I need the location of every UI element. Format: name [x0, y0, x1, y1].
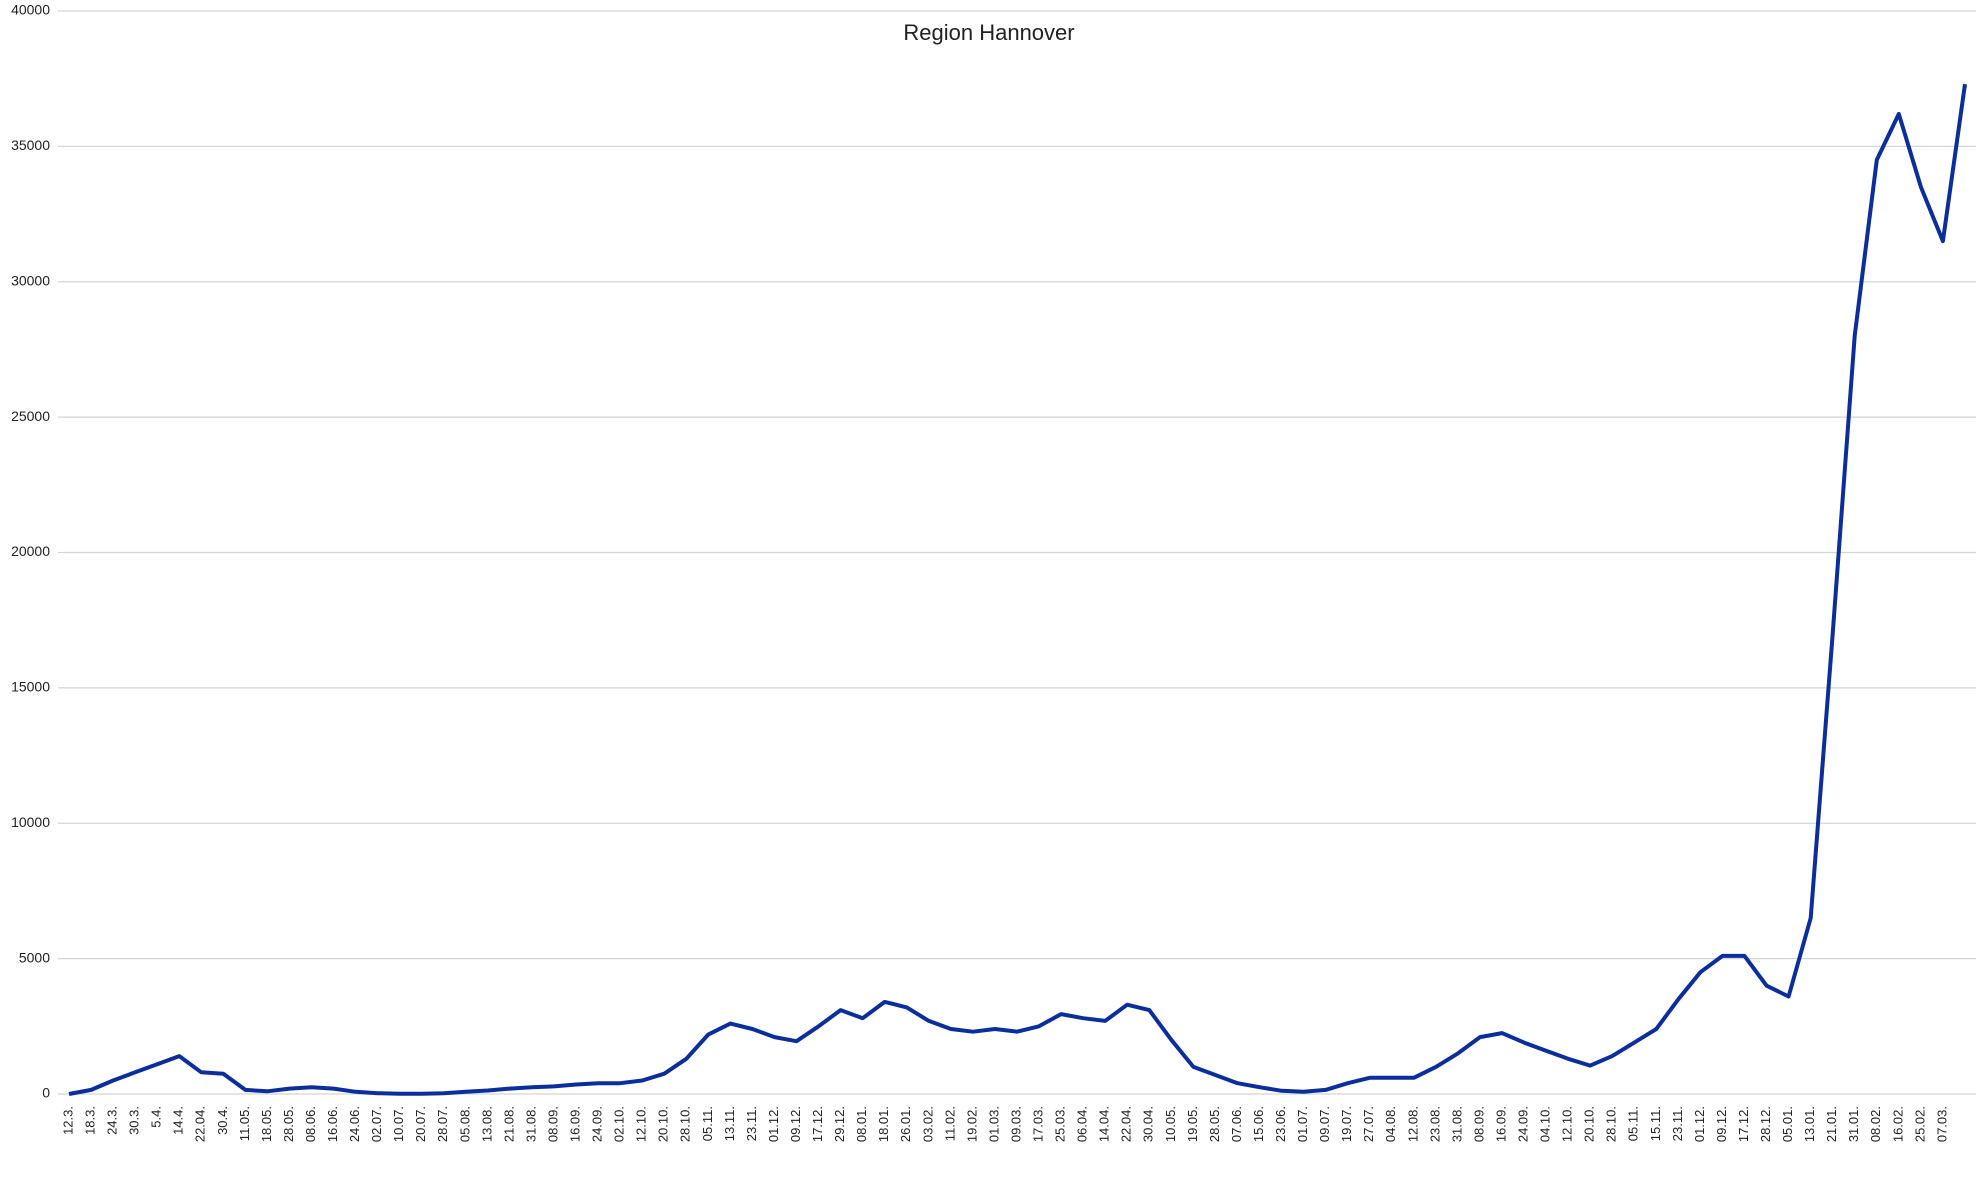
x-tick-label: 08.09. — [1471, 1106, 1486, 1142]
x-tick-label: 25.03. — [1053, 1106, 1068, 1142]
x-tick-label: 16.02. — [1890, 1106, 1905, 1142]
x-tick-label: 19.07. — [1339, 1106, 1354, 1142]
y-tick-label: 10000 — [11, 814, 50, 830]
y-tick-label: 15000 — [11, 679, 50, 695]
x-tick-label: 04.08. — [1383, 1106, 1398, 1142]
x-tick-label: 23.11. — [744, 1106, 759, 1141]
x-tick-label: 26.01. — [898, 1106, 913, 1142]
y-tick-label: 35000 — [11, 137, 50, 153]
x-tick-label: 29.12. — [832, 1106, 847, 1142]
x-tick-label: 12.3. — [60, 1106, 75, 1135]
x-tick-label: 24.06. — [347, 1106, 362, 1142]
chart-title: Region Hannover — [903, 20, 1074, 45]
x-tick-label: 18.05. — [259, 1106, 274, 1142]
x-tick-label: 01.07. — [1295, 1106, 1310, 1142]
x-tick-label: 30.04. — [1141, 1106, 1156, 1142]
x-tick-label: 24.3. — [105, 1106, 120, 1135]
x-tick-label: 02.10. — [612, 1106, 627, 1142]
x-tick-label: 12.08. — [1405, 1106, 1420, 1142]
x-tick-label: 16.06. — [325, 1106, 340, 1142]
x-tick-label: 09.12. — [788, 1106, 803, 1142]
x-tick-label: 5.4. — [149, 1106, 164, 1128]
x-tick-label: 23.11. — [1670, 1106, 1685, 1141]
x-tick-label: 21.08. — [501, 1106, 516, 1142]
x-tick-label: 20.07. — [413, 1106, 428, 1142]
x-tick-label: 21.01. — [1824, 1106, 1839, 1142]
x-tick-label: 14.04. — [1097, 1106, 1112, 1142]
x-tick-label: 31.08. — [1449, 1106, 1464, 1142]
x-tick-label: 17.12. — [810, 1106, 825, 1142]
x-tick-label: 01.12. — [1692, 1106, 1707, 1142]
x-tick-label: 30.3. — [127, 1106, 142, 1135]
y-tick-label: 0 — [42, 1085, 50, 1101]
y-tick-label: 20000 — [11, 543, 50, 559]
x-tick-label: 22.04. — [1119, 1106, 1134, 1142]
x-tick-label: 05.11. — [700, 1106, 715, 1141]
x-tick-label: 22.04. — [193, 1106, 208, 1142]
x-tick-label: 18.01. — [876, 1106, 891, 1142]
x-tick-label: 02.07. — [369, 1106, 384, 1142]
x-tick-label: 05.08. — [457, 1106, 472, 1142]
x-tick-label: 10.05. — [1163, 1106, 1178, 1142]
x-tick-label: 28.10. — [1604, 1106, 1619, 1142]
x-tick-label: 27.07. — [1361, 1106, 1376, 1142]
x-tick-label: 28.10. — [678, 1106, 693, 1142]
x-tick-label: 15.06. — [1251, 1106, 1266, 1142]
y-tick-label: 30000 — [11, 272, 50, 288]
x-tick-label: 08.01. — [854, 1106, 869, 1142]
x-tick-label: 08.06. — [303, 1106, 318, 1142]
x-tick-label: 15.11. — [1648, 1106, 1663, 1141]
x-tick-label: 24.09. — [590, 1106, 605, 1142]
x-tick-label: 31.01. — [1846, 1106, 1861, 1142]
x-tick-label: 12.10. — [1560, 1106, 1575, 1142]
y-tick-label: 40000 — [11, 2, 50, 18]
x-tick-label: 16.09. — [568, 1106, 583, 1142]
x-tick-label: 28.07. — [435, 1106, 450, 1142]
x-tick-label: 28.05. — [281, 1106, 296, 1142]
x-tick-label: 23.06. — [1273, 1106, 1288, 1142]
x-tick-label: 05.11. — [1626, 1106, 1641, 1141]
x-tick-label: 17.12. — [1736, 1106, 1751, 1142]
x-tick-label: 13.08. — [479, 1106, 494, 1142]
x-tick-label: 09.03. — [1008, 1106, 1023, 1142]
x-tick-label: 24.09. — [1515, 1106, 1530, 1142]
x-tick-label: 19.05. — [1185, 1106, 1200, 1142]
x-tick-label: 11.05. — [237, 1106, 252, 1141]
data-line — [68, 83, 1967, 1096]
x-tick-label: 12.10. — [634, 1106, 649, 1142]
x-tick-label: 13.11. — [722, 1106, 737, 1141]
x-tick-label: 31.08. — [523, 1106, 538, 1142]
x-tick-label: 16.09. — [1493, 1106, 1508, 1142]
x-tick-label: 11.02. — [942, 1106, 957, 1141]
x-tick-label: 20.10. — [1582, 1106, 1597, 1142]
x-tick-label: 13.01. — [1802, 1106, 1817, 1142]
x-tick-label: 08.09. — [545, 1106, 560, 1142]
x-tick-label: 23.08. — [1427, 1106, 1442, 1142]
x-tick-label: 07.03. — [1934, 1106, 1949, 1142]
x-tick-label: 28.05. — [1207, 1106, 1222, 1142]
x-tick-label: 18.3. — [83, 1106, 98, 1135]
x-tick-label: 25.02. — [1912, 1106, 1927, 1142]
x-tick-label: 03.02. — [920, 1106, 935, 1142]
x-tick-label: 17.03. — [1030, 1106, 1045, 1142]
y-tick-label: 25000 — [11, 408, 50, 424]
y-tick-label: 5000 — [19, 949, 50, 965]
x-tick-label: 07.06. — [1229, 1106, 1244, 1142]
x-tick-label: 01.12. — [766, 1106, 781, 1142]
x-tick-label: 04.10. — [1538, 1106, 1553, 1142]
x-tick-label: 14.4. — [171, 1106, 186, 1135]
x-tick-label: 19.02. — [964, 1106, 979, 1142]
x-tick-label: 10.07. — [391, 1106, 406, 1142]
x-tick-label: 08.02. — [1868, 1106, 1883, 1142]
x-tick-label: 20.10. — [656, 1106, 671, 1142]
x-tick-label: 09.07. — [1317, 1106, 1332, 1142]
x-tick-label: 09.12. — [1714, 1106, 1729, 1142]
x-tick-label: 30.4. — [215, 1106, 230, 1135]
x-tick-label: 06.04. — [1075, 1106, 1090, 1142]
x-tick-label: 28.12. — [1758, 1106, 1773, 1142]
x-tick-label: 05.01. — [1780, 1106, 1795, 1142]
x-tick-label: 01.03. — [986, 1106, 1001, 1142]
